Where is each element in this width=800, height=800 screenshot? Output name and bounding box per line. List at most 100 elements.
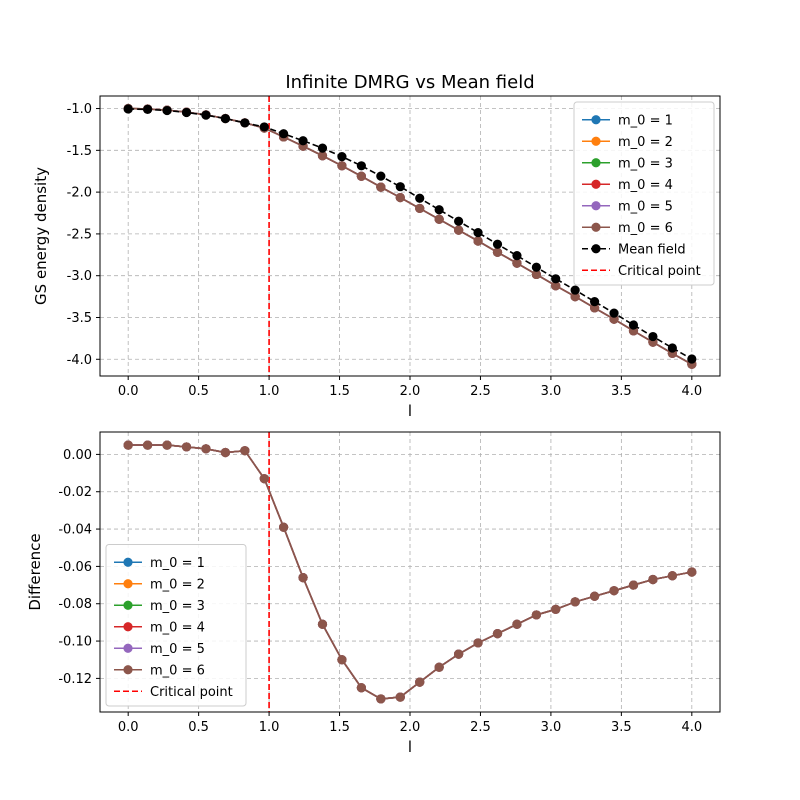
data-point bbox=[279, 129, 289, 139]
legend-label: m_0 = 1 bbox=[150, 556, 205, 571]
x-tick-label: 0.0 bbox=[118, 720, 139, 735]
data-point bbox=[317, 143, 328, 153]
legend-label: m_0 = 2 bbox=[618, 135, 673, 150]
legend-swatch-marker bbox=[123, 622, 133, 632]
legend-box bbox=[105, 544, 247, 707]
data-point bbox=[473, 236, 483, 246]
data-point bbox=[181, 442, 192, 452]
energy-y-axis-label: GS energy density bbox=[32, 167, 50, 305]
legend-swatch-marker bbox=[123, 600, 133, 610]
legend-label: m_0 = 3 bbox=[150, 599, 205, 614]
data-point bbox=[201, 444, 211, 454]
series-mean-field bbox=[123, 104, 697, 364]
x-tick-label: 3.5 bbox=[611, 720, 632, 735]
legend-swatch-marker bbox=[591, 179, 601, 189]
legend-label: m_0 = 6 bbox=[150, 663, 205, 678]
data-point bbox=[434, 214, 444, 224]
data-point bbox=[492, 247, 503, 257]
data-point bbox=[454, 216, 464, 226]
legend-swatch-marker bbox=[591, 201, 601, 211]
legend-swatch-marker bbox=[591, 222, 601, 232]
data-point bbox=[317, 619, 328, 629]
data-point bbox=[648, 574, 658, 585]
difference-legend: m_0 = 1 m_0 = 2 m_0 = 3 m_0 = 4 m_0 = 5 m_0 =… bbox=[105, 544, 247, 707]
legend-entry: Critical point bbox=[114, 685, 233, 700]
y-tick-label: -0.08 bbox=[58, 597, 92, 612]
x-tick-label: 3.5 bbox=[611, 384, 632, 399]
data-point bbox=[376, 171, 386, 181]
data-point bbox=[512, 251, 522, 261]
data-point bbox=[162, 105, 172, 116]
y-tick-label: -3.5 bbox=[67, 311, 92, 326]
data-point bbox=[123, 104, 133, 114]
legend-swatch-marker bbox=[123, 579, 133, 589]
x-tick-label: 1.0 bbox=[259, 720, 280, 735]
data-point bbox=[667, 571, 677, 581]
legend-entry: m_0 = 5 bbox=[582, 199, 673, 214]
data-point bbox=[531, 610, 541, 620]
legend-entry: m_0 = 2 bbox=[114, 577, 205, 592]
data-point bbox=[395, 182, 405, 192]
data-point bbox=[454, 225, 464, 235]
data-point bbox=[337, 655, 347, 665]
data-point bbox=[279, 522, 289, 532]
data-point bbox=[415, 677, 425, 687]
legend-entry: m_0 = 3 bbox=[114, 599, 205, 614]
legend-swatch-marker bbox=[591, 158, 601, 168]
legend-label: Critical point bbox=[150, 685, 233, 700]
data-point bbox=[570, 285, 580, 295]
y-tick-label: -2.0 bbox=[67, 186, 92, 201]
legend-entry: m_0 = 2 bbox=[582, 135, 673, 150]
data-point bbox=[551, 274, 561, 284]
data-point bbox=[609, 308, 619, 318]
y-tick-label: -2.5 bbox=[67, 227, 92, 242]
y-tick-label: -3.0 bbox=[67, 269, 92, 284]
energy-ticks: 0.0 0.5 1.0 1.5 2.0 2.5 3.0 3.5 4.0 -1.0 -1.5 -2.0 -… bbox=[67, 102, 703, 399]
y-tick-label: -0.10 bbox=[58, 635, 92, 650]
data-point bbox=[512, 258, 522, 268]
data-point bbox=[434, 662, 444, 672]
data-point bbox=[473, 227, 483, 238]
data-point bbox=[687, 354, 697, 364]
data-point bbox=[628, 320, 639, 330]
legend-entry: m_0 = 4 bbox=[114, 620, 205, 635]
legend-label: Critical point bbox=[618, 264, 701, 279]
legend-label: m_0 = 5 bbox=[618, 199, 673, 214]
data-point bbox=[240, 118, 250, 128]
data-point bbox=[687, 567, 697, 577]
data-point bbox=[317, 151, 328, 161]
data-point bbox=[492, 629, 503, 639]
legend-swatch-marker bbox=[591, 244, 601, 254]
legend-label: m_0 = 4 bbox=[618, 178, 673, 193]
x-tick-label: 4.0 bbox=[681, 720, 702, 735]
difference-y-axis-label: Difference bbox=[26, 533, 44, 610]
x-tick-label: 2.5 bbox=[470, 384, 491, 399]
y-tick-label: -1.5 bbox=[67, 144, 92, 159]
data-point bbox=[337, 161, 347, 171]
difference-ticks: 0.0 0.5 1.0 1.5 2.0 2.5 3.0 3.5 4.0 0.00 -0.02 -0.0… bbox=[58, 448, 702, 735]
difference-x-axis-label: l bbox=[408, 738, 412, 756]
legend-entry: m_0 = 6 bbox=[114, 663, 205, 678]
energy-density-chart: 0.0 0.5 1.0 1.5 2.0 2.5 3.0 3.5 4.0 -1.0 -1.5 -2.0 -… bbox=[32, 72, 721, 420]
data-point bbox=[570, 291, 580, 302]
y-tick-label: -4.0 bbox=[67, 353, 92, 368]
y-tick-label: 0.00 bbox=[63, 448, 92, 463]
data-point bbox=[492, 239, 503, 249]
y-tick-label: -0.12 bbox=[58, 672, 92, 687]
data-point bbox=[376, 694, 386, 704]
data-point bbox=[609, 586, 619, 596]
x-tick-label: 0.5 bbox=[188, 720, 209, 735]
data-point bbox=[395, 192, 405, 203]
difference-series-group bbox=[123, 440, 697, 704]
data-point bbox=[512, 619, 522, 629]
x-tick-label: 2.0 bbox=[400, 384, 421, 399]
x-tick-label: 2.5 bbox=[470, 720, 491, 735]
data-point bbox=[201, 110, 211, 120]
x-tick-label: 0.5 bbox=[188, 384, 209, 399]
x-tick-label: 3.0 bbox=[541, 720, 562, 735]
series-m-0-6 bbox=[123, 440, 697, 704]
y-tick-label: -1.0 bbox=[67, 102, 92, 117]
data-point bbox=[531, 262, 541, 272]
data-point bbox=[356, 171, 366, 181]
